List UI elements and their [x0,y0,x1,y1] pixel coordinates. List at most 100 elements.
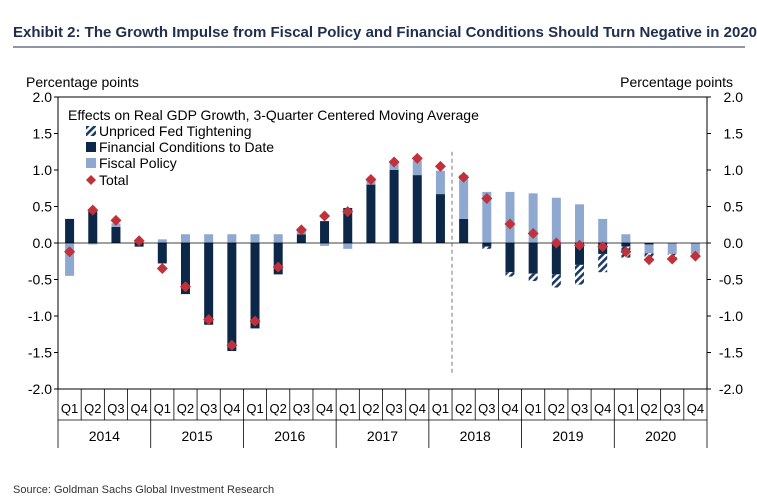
bar-fiscal-policy [180,234,190,243]
legend-label-fiscal: Fiscal Policy [99,155,177,171]
x-tick-label: Q2 [548,401,565,416]
legend-swatch-fed [86,126,96,136]
total-marker [342,206,354,218]
legend: Unpriced Fed Tightening Financial Condit… [86,123,274,188]
x-tick-label: Q2 [640,401,657,416]
bar-fiscal-policy [644,244,654,254]
bar-financial-conditions [482,243,492,247]
y-tick-label-right: 0.5 [724,199,744,215]
total-marker [689,250,701,262]
x-tick-label: Q4 [316,401,333,416]
y-tick-label-right: -0.5 [719,272,743,288]
bar-fiscal-policy [412,160,422,176]
total-marker [504,218,516,230]
bar-fiscal-policy [575,204,585,243]
y-tick-label-left: -1.0 [28,308,52,324]
total-marker [388,156,400,168]
total-marker [226,339,238,351]
y-tick-label-left: -0.5 [28,272,52,288]
x-year-label: 2017 [367,428,398,444]
bar-financial-conditions [320,221,330,243]
total-marker [481,192,493,204]
x-tick-label: Q1 [524,401,541,416]
bar-financial-conditions [157,243,167,264]
legend-swatch-total [86,175,96,185]
bar-financial-conditions [435,194,445,243]
x-tick-label: Q2 [455,401,472,416]
source-note: Source: Goldman Sachs Global Investment … [13,484,274,496]
total-marker [458,171,470,183]
chart-subtitle: Effects on Real GDP Growth, 3-Quarter Ce… [68,107,479,123]
legend-swatch-fci [86,142,96,152]
bar-financial-conditions [551,243,561,275]
bar-fiscal-policy [505,191,515,243]
bar-financial-conditions [296,234,306,243]
x-tick-label: Q2 [177,401,194,416]
y-tick-label-left: 1.0 [33,162,53,178]
x-tick-label: Q4 [501,401,518,416]
y-ticks-right: 2.0 1.5 1.0 0.5 0.0 -0.5 -1.0 -1.5 -2.0 [707,89,743,397]
x-tick-label: Q3 [200,401,217,416]
bar-financial-conditions [644,243,654,245]
bar-unpriced-fed-tightening [528,273,538,281]
y-tick-label-left: 2.0 [33,89,53,105]
x-tick-label: Q4 [687,401,704,416]
x-tick-label: Q1 [154,401,171,416]
x-tick-label: Q1 [617,401,634,416]
total-marker [411,152,423,164]
bar-fiscal-policy [435,170,445,195]
bar-fiscal-policy [621,234,631,243]
bars [65,160,700,352]
total-marker [319,210,331,222]
y-ticks-left: 2.0 1.5 1.0 0.5 0.0 -0.5 -1.0 -1.5 -2.0 [28,89,58,397]
x-tick-label: Q4 [594,401,611,416]
bar-fiscal-policy [250,234,260,243]
x-tick-label: Q1 [246,401,263,416]
bar-fiscal-policy [320,243,330,246]
bar-fiscal-policy [528,193,538,243]
bar-financial-conditions [366,184,376,243]
bar-financial-conditions [621,243,631,247]
y-tick-label-right: -1.5 [719,345,743,361]
x-year-label: 2014 [89,428,120,444]
total-marker [156,263,168,275]
total-marker [110,214,122,226]
x-tick-label: Q2 [270,401,287,416]
x-year-label: 2020 [645,428,676,444]
bar-unpriced-fed-tightening [551,274,561,288]
bar-fiscal-policy [157,239,167,243]
bar-fiscal-policy [65,243,75,276]
y-axis-label-right: Percentage points [620,74,733,90]
bar-fiscal-policy [598,218,608,243]
y-tick-label-left: 1.5 [33,126,53,142]
bar-unpriced-fed-tightening [575,264,585,285]
x-tick-label: Q1 [432,401,449,416]
total-marker [434,160,446,172]
total-marker [295,224,307,236]
bar-financial-conditions [528,243,538,274]
x-year-label: 2016 [274,428,305,444]
bar-fiscal-policy [667,243,677,254]
y-tick-label-left: 0.0 [33,235,53,251]
total-marker [64,246,76,258]
bar-financial-conditions [204,243,214,325]
y-tick-label-right: 2.0 [724,89,744,105]
x-tick-label: Q2 [84,401,101,416]
total-marker [272,261,284,273]
bar-fiscal-policy [273,234,283,243]
bar-financial-conditions [88,210,98,243]
legend-label-fci: Financial Conditions to Date [99,139,274,155]
bar-financial-conditions [65,218,75,243]
bar-financial-conditions [505,243,515,273]
bar-fiscal-policy [482,191,492,243]
bar-unpriced-fed-tightening [505,272,515,277]
x-tick-label: Q1 [61,401,78,416]
bar-financial-conditions [227,243,237,352]
total-marker [597,241,609,253]
total-marker [203,314,215,326]
total-marker [643,254,655,266]
x-tick-label: Q1 [339,401,356,416]
bar-financial-conditions [111,226,121,243]
bar-fiscal-policy [551,197,561,243]
